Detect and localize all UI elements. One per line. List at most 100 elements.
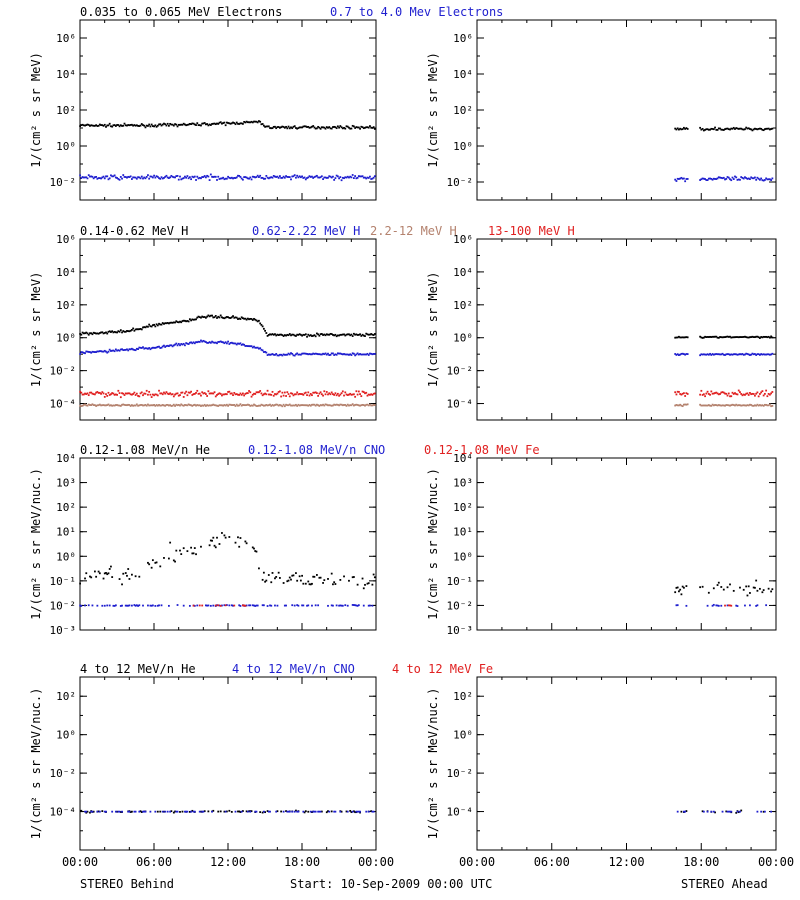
- data-point: [279, 390, 281, 393]
- data-point: [351, 576, 354, 579]
- data-point: [312, 810, 315, 813]
- data-point: [281, 405, 284, 408]
- data-point: [735, 127, 738, 129]
- data-point: [110, 404, 112, 407]
- data-point: [214, 123, 217, 126]
- data-point: [127, 330, 130, 333]
- data-point: [756, 403, 759, 406]
- data-point: [767, 404, 770, 407]
- data-point: [712, 587, 715, 590]
- data-point: [710, 127, 713, 130]
- data-point: [225, 403, 228, 406]
- data-point: [186, 342, 189, 345]
- data-point: [227, 122, 229, 124]
- x-tick-label: 18:00: [683, 855, 719, 869]
- series-0-12-1-08-mev-fe: [192, 604, 247, 607]
- data-point: [181, 320, 184, 322]
- data-point: [296, 579, 299, 582]
- data-point: [186, 123, 189, 126]
- data-point: [224, 177, 227, 180]
- data-point: [340, 403, 343, 406]
- data-point: [254, 550, 257, 552]
- series-2-2-12-mev-h: [674, 403, 774, 408]
- data-point: [240, 177, 243, 180]
- data-point: [255, 604, 258, 607]
- data-point: [184, 404, 186, 406]
- data-point: [105, 572, 107, 574]
- data-point: [720, 336, 723, 339]
- data-point: [712, 177, 715, 180]
- data-point: [747, 353, 750, 356]
- data-point: [164, 123, 167, 126]
- data-point: [255, 120, 258, 123]
- data-point: [364, 404, 366, 407]
- data-point: [214, 604, 217, 607]
- data-point: [225, 121, 228, 124]
- data-point: [108, 394, 111, 396]
- y-tick-label: 10⁴: [56, 452, 76, 465]
- data-point: [766, 127, 769, 130]
- data-point: [754, 176, 756, 179]
- data-point: [102, 124, 105, 127]
- data-point: [140, 404, 143, 406]
- data-point: [86, 332, 89, 335]
- data-point: [675, 336, 678, 339]
- data-point: [736, 404, 739, 407]
- data-point: [106, 124, 109, 127]
- data-point: [80, 177, 83, 179]
- plot-frame: [476, 676, 777, 851]
- y-tick-label: 10⁻³: [50, 624, 77, 637]
- data-point: [158, 389, 160, 392]
- row-title-1-1: 0.62-2.22 MeV H: [252, 224, 360, 238]
- data-point: [720, 128, 723, 131]
- data-point: [282, 810, 285, 813]
- data-point: [721, 128, 724, 131]
- data-point: [156, 345, 159, 348]
- data-point: [229, 317, 232, 319]
- data-point: [138, 346, 141, 349]
- data-point: [313, 176, 316, 178]
- data-point: [95, 124, 98, 127]
- data-point: [243, 317, 246, 320]
- data-point: [726, 176, 729, 178]
- data-point: [349, 127, 352, 130]
- data-point: [108, 177, 111, 180]
- data-point: [233, 403, 236, 406]
- data-point: [720, 176, 723, 179]
- data-point: [370, 404, 373, 407]
- y-axis-label: 1/(cm² s sr MeV/nuc.): [29, 468, 43, 620]
- data-point: [724, 392, 726, 395]
- data-point: [123, 176, 126, 178]
- data-point: [197, 340, 200, 343]
- data-point: [364, 353, 366, 356]
- data-point: [155, 323, 158, 326]
- data-point: [200, 405, 202, 407]
- data-point: [307, 810, 310, 813]
- data-point: [135, 124, 138, 127]
- data-point: [190, 341, 192, 344]
- data-point: [144, 347, 147, 350]
- y-tick-label: 10⁴: [56, 266, 76, 279]
- plot-frame: [476, 457, 777, 631]
- data-point: [750, 128, 753, 131]
- data-point: [124, 348, 127, 351]
- y-tick-label: 10⁻¹: [50, 575, 77, 588]
- data-point: [258, 347, 260, 350]
- data-point: [719, 353, 721, 356]
- data-point: [118, 392, 121, 394]
- data-point: [248, 604, 250, 607]
- data-point: [762, 404, 765, 407]
- data-point: [119, 176, 122, 178]
- data-point: [217, 810, 220, 813]
- data-point: [92, 351, 95, 353]
- data-point: [132, 176, 135, 179]
- data-point: [313, 334, 316, 337]
- data-point: [702, 177, 705, 180]
- data-point: [302, 352, 305, 355]
- data-point: [147, 174, 149, 177]
- data-point: [291, 175, 294, 178]
- data-point: [117, 124, 120, 126]
- data-point: [261, 604, 264, 607]
- data-point: [712, 353, 715, 356]
- data-point: [287, 334, 290, 337]
